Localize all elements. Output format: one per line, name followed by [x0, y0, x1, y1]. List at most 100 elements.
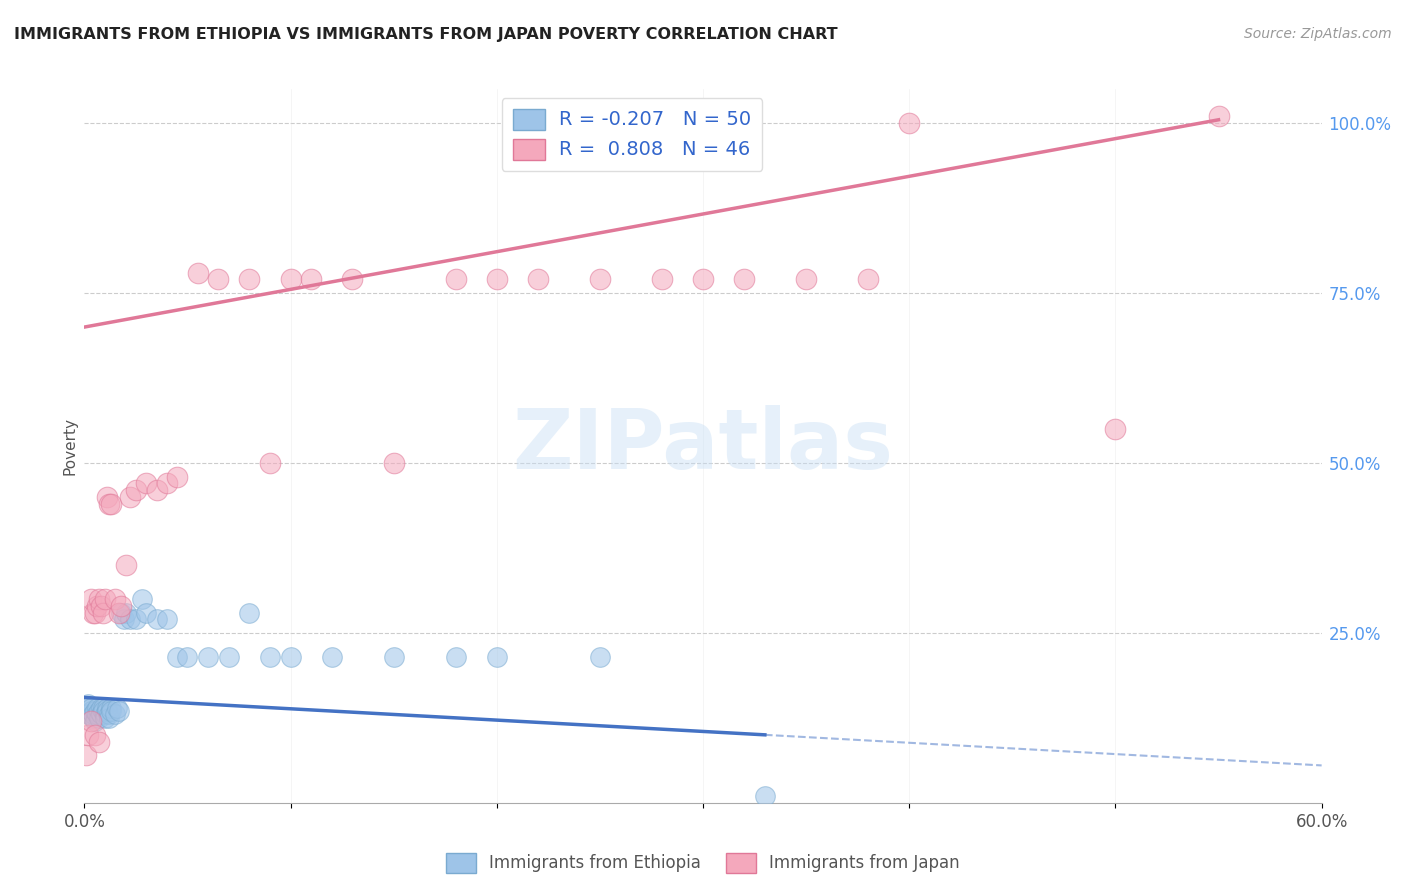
Point — [91, 704, 114, 718]
Point — [79, 714, 101, 729]
Text: Source: ZipAtlas.com: Source: ZipAtlas.com — [1244, 27, 1392, 41]
Point — [90, 700, 112, 714]
Point — [733, 272, 755, 286]
Point — [444, 649, 467, 664]
Point — [651, 272, 673, 286]
Text: ZIPatlas: ZIPatlas — [513, 406, 893, 486]
Point — [114, 558, 136, 572]
Point — [104, 707, 127, 722]
Point — [856, 272, 879, 286]
Point — [87, 711, 110, 725]
Point — [589, 272, 612, 286]
Point — [898, 116, 921, 130]
Point — [238, 272, 260, 286]
Point — [259, 456, 281, 470]
Point — [86, 599, 108, 613]
Point — [321, 649, 343, 664]
Point — [87, 704, 110, 718]
Point — [112, 612, 135, 626]
Point — [104, 591, 127, 606]
Point — [82, 711, 104, 725]
Point — [75, 748, 97, 763]
Point — [280, 272, 302, 286]
Point — [98, 707, 121, 722]
Point — [207, 272, 229, 286]
Legend: R = -0.207   N = 50, R =  0.808   N = 46: R = -0.207 N = 50, R = 0.808 N = 46 — [502, 98, 762, 170]
Point — [82, 606, 104, 620]
Point — [83, 714, 105, 729]
Point — [754, 789, 776, 803]
Point — [794, 272, 817, 286]
Point — [83, 728, 105, 742]
Point — [176, 649, 198, 664]
Point — [118, 612, 141, 626]
Point — [75, 700, 97, 714]
Point — [485, 272, 508, 286]
Point — [96, 704, 118, 718]
Point — [86, 707, 108, 722]
Point — [1104, 422, 1126, 436]
Point — [259, 649, 281, 664]
Point — [108, 606, 131, 620]
Point — [77, 728, 100, 742]
Point — [98, 497, 121, 511]
Point — [145, 483, 167, 498]
Point — [156, 612, 179, 626]
Point — [589, 649, 612, 664]
Point — [110, 606, 132, 620]
Point — [166, 469, 188, 483]
Point — [83, 704, 105, 718]
Point — [280, 649, 302, 664]
Point — [692, 272, 714, 286]
Point — [98, 711, 121, 725]
Point — [485, 649, 508, 664]
Point — [77, 698, 100, 712]
Point — [90, 707, 112, 722]
Point — [299, 272, 322, 286]
Point — [105, 700, 128, 714]
Point — [197, 649, 219, 664]
Point — [135, 476, 157, 491]
Point — [110, 599, 132, 613]
Point — [79, 704, 101, 718]
Point — [156, 476, 179, 491]
Point — [100, 700, 122, 714]
Point — [96, 700, 118, 714]
Y-axis label: Poverty: Poverty — [62, 417, 77, 475]
Text: IMMIGRANTS FROM ETHIOPIA VS IMMIGRANTS FROM JAPAN POVERTY CORRELATION CHART: IMMIGRANTS FROM ETHIOPIA VS IMMIGRANTS F… — [14, 27, 838, 42]
Point — [90, 599, 112, 613]
Point — [91, 606, 114, 620]
Point — [114, 606, 136, 620]
Point — [135, 606, 157, 620]
Point — [145, 612, 167, 626]
Point — [82, 707, 104, 722]
Point — [94, 591, 117, 606]
Point — [1208, 109, 1230, 123]
Point — [91, 700, 114, 714]
Point — [166, 649, 188, 664]
Point — [79, 700, 101, 714]
Point — [118, 490, 141, 504]
Point — [77, 707, 100, 722]
Point — [218, 649, 240, 664]
Point — [238, 606, 260, 620]
Legend: Immigrants from Ethiopia, Immigrants from Japan: Immigrants from Ethiopia, Immigrants fro… — [439, 847, 967, 880]
Point — [131, 591, 153, 606]
Point — [342, 272, 364, 286]
Point — [94, 707, 117, 722]
Point — [125, 612, 148, 626]
Point — [87, 734, 110, 748]
Point — [100, 497, 122, 511]
Point — [83, 606, 105, 620]
Point — [125, 483, 148, 498]
Point — [96, 490, 118, 504]
Point — [86, 700, 108, 714]
Point — [100, 704, 122, 718]
Point — [527, 272, 550, 286]
Point — [79, 591, 101, 606]
Point — [87, 591, 110, 606]
Point — [382, 456, 405, 470]
Point — [382, 649, 405, 664]
Point — [187, 266, 209, 280]
Point — [444, 272, 467, 286]
